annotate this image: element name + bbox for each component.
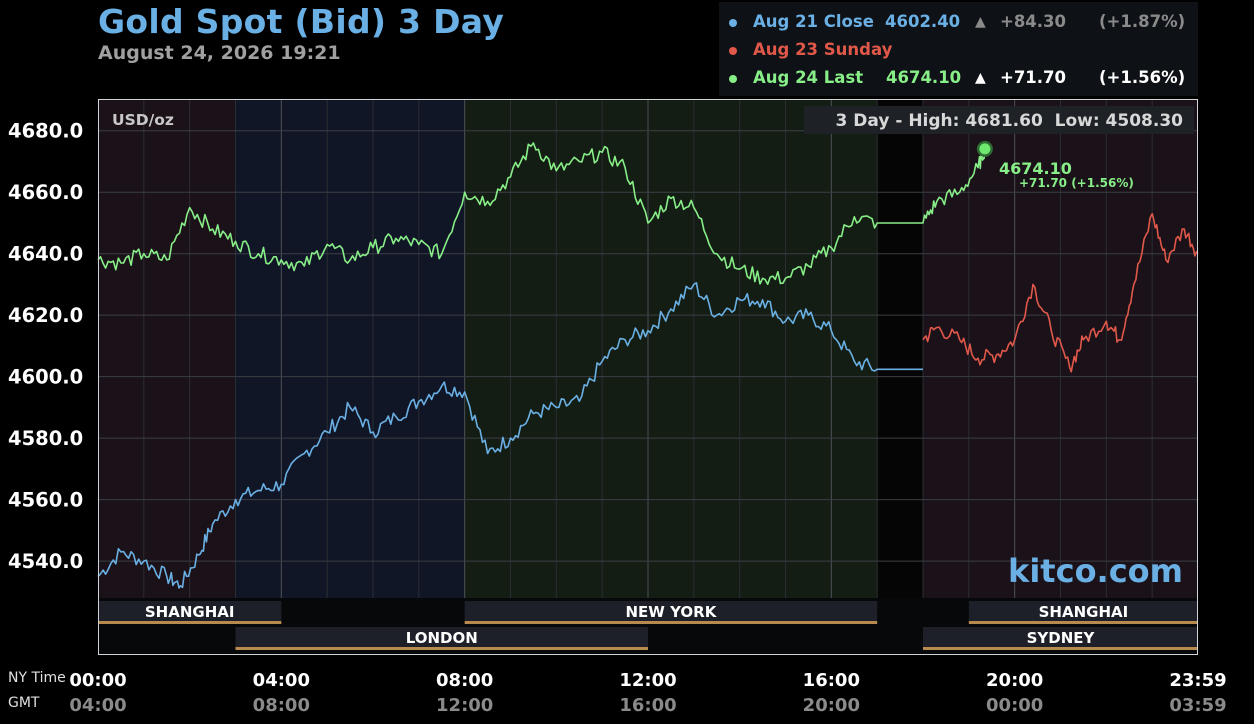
session-bar-0 — [98, 621, 282, 624]
x-tick-ny-1: 04:00 — [253, 670, 310, 691]
legend-box: Aug 21 Close 4602.40 ▲ +84.30 (+1.87%) A… — [719, 2, 1198, 96]
x-tick-ny-5: 20:00 — [986, 670, 1043, 691]
range-text: 3 Day - High: 4681.60 Low: 4508.30 — [836, 111, 1184, 131]
session-label-2: SHANGHAI — [1039, 603, 1129, 621]
session-band-2 — [464, 100, 878, 598]
x-tick-ny-6: 23:59 — [1169, 670, 1226, 691]
kitco-watermark: kitco.com — [1008, 552, 1183, 590]
plot-frame — [98, 99, 1198, 655]
legend-dot-aug24 — [729, 75, 737, 83]
legend-dot-aug23 — [729, 47, 737, 55]
session-box-0 — [98, 601, 282, 621]
ny-time-label: NY Time — [8, 670, 66, 686]
session-bar-3 — [235, 647, 648, 650]
x-tick-ny-3: 12:00 — [619, 670, 676, 691]
gmt-label: GMT — [8, 695, 40, 711]
y-tick-label-7: 4680.0 — [8, 120, 83, 143]
x-tick-gmt-2: 12:00 — [436, 695, 493, 716]
range-box — [804, 106, 1194, 134]
legend-change-aug21: +84.30 — [1000, 12, 1067, 31]
x-tick-ny-4: 16:00 — [803, 670, 860, 691]
session-box-3 — [235, 627, 648, 647]
y-tick-label-4: 4620.0 — [8, 304, 83, 327]
session-box-2 — [968, 601, 1198, 621]
y-tick-label-6: 4660.0 — [8, 181, 83, 204]
x-tick-ny-2: 08:00 — [436, 670, 493, 691]
legend-value-aug21: 4602.40 — [885, 12, 961, 31]
legend-pct-aug21: (+1.87%) — [1099, 12, 1186, 31]
x-tick-gmt-3: 16:00 — [619, 695, 676, 716]
x-tick-gmt-4: 20:00 — [803, 695, 860, 716]
y-tick-label-1: 4560.0 — [8, 489, 83, 512]
session-band-1 — [235, 100, 465, 598]
x-tick-gmt-1: 08:00 — [253, 695, 310, 716]
last-change-label: +71.70 (+1.56%) — [1019, 176, 1134, 190]
legend-value-aug24: 4674.10 — [886, 68, 962, 87]
y-tick-label-3: 4600.0 — [8, 366, 83, 389]
legend-arrow-aug21: ▲ — [975, 14, 986, 30]
last-price-marker — [976, 140, 993, 157]
session-box-1 — [464, 601, 878, 621]
chart-title: Gold Spot (Bid) 3 Day — [98, 2, 505, 41]
x-tick-ny-0: 00:00 — [69, 670, 126, 691]
legend-arrow-aug24: ▲ — [975, 70, 986, 86]
x-tick-gmt-0: 04:00 — [69, 695, 126, 716]
series-lines — [97, 142, 1199, 589]
session-label-4: SYDNEY — [1027, 629, 1096, 647]
x-axis-labels: 00:00 04:00 04:00 08:00 08:00 12:00 12:00 16:00… — [69, 670, 1226, 716]
y-tick-label-2: 4580.0 — [8, 427, 83, 450]
x-tick-gmt-5: 00:00 — [986, 695, 1043, 716]
series-line-2 — [97, 142, 986, 285]
unit-label: USD/oz — [112, 111, 174, 129]
legend-change-aug24: +71.70 — [1000, 68, 1067, 87]
series-line-1 — [922, 212, 1199, 373]
legend-label-aug21: Aug 21 Close — [753, 12, 874, 31]
y-axis-labels: 4540.0 4560.0 4580.0 4600.0 4620.0 4640.0 4660… — [8, 120, 83, 573]
session-band-3 — [877, 100, 923, 598]
session-bar-2 — [968, 621, 1198, 624]
session-bar-4 — [923, 647, 1198, 650]
y-tick-label-0: 4540.0 — [8, 550, 83, 573]
session-box-4 — [923, 627, 1198, 647]
legend-pct-aug24: (+1.56%) — [1099, 68, 1186, 87]
session-band-0 — [98, 100, 236, 598]
session-label-3: LONDON — [406, 629, 478, 647]
legend-label-aug24: Aug 24 Last — [753, 68, 864, 87]
legend-label-aug23: Aug 23 Sunday — [753, 40, 893, 59]
legend-dot-aug21 — [729, 19, 737, 27]
last-price-dot — [979, 143, 991, 155]
session-label-0: SHANGHAI — [145, 603, 235, 621]
market-sessions: SHANGHAI NEW YORK SHANGHAI LONDON SYDNEY — [98, 598, 1198, 654]
y-tick-label-5: 4640.0 — [8, 243, 83, 266]
chart-timestamp: August 24, 2026 19:21 — [98, 42, 341, 64]
series-line-0 — [97, 282, 923, 589]
session-bar-1 — [464, 621, 878, 624]
last-price-label: 4674.10 — [999, 159, 1072, 178]
session-label-1: NEW YORK — [626, 603, 718, 621]
x-tick-gmt-6: 03:59 — [1169, 695, 1226, 716]
